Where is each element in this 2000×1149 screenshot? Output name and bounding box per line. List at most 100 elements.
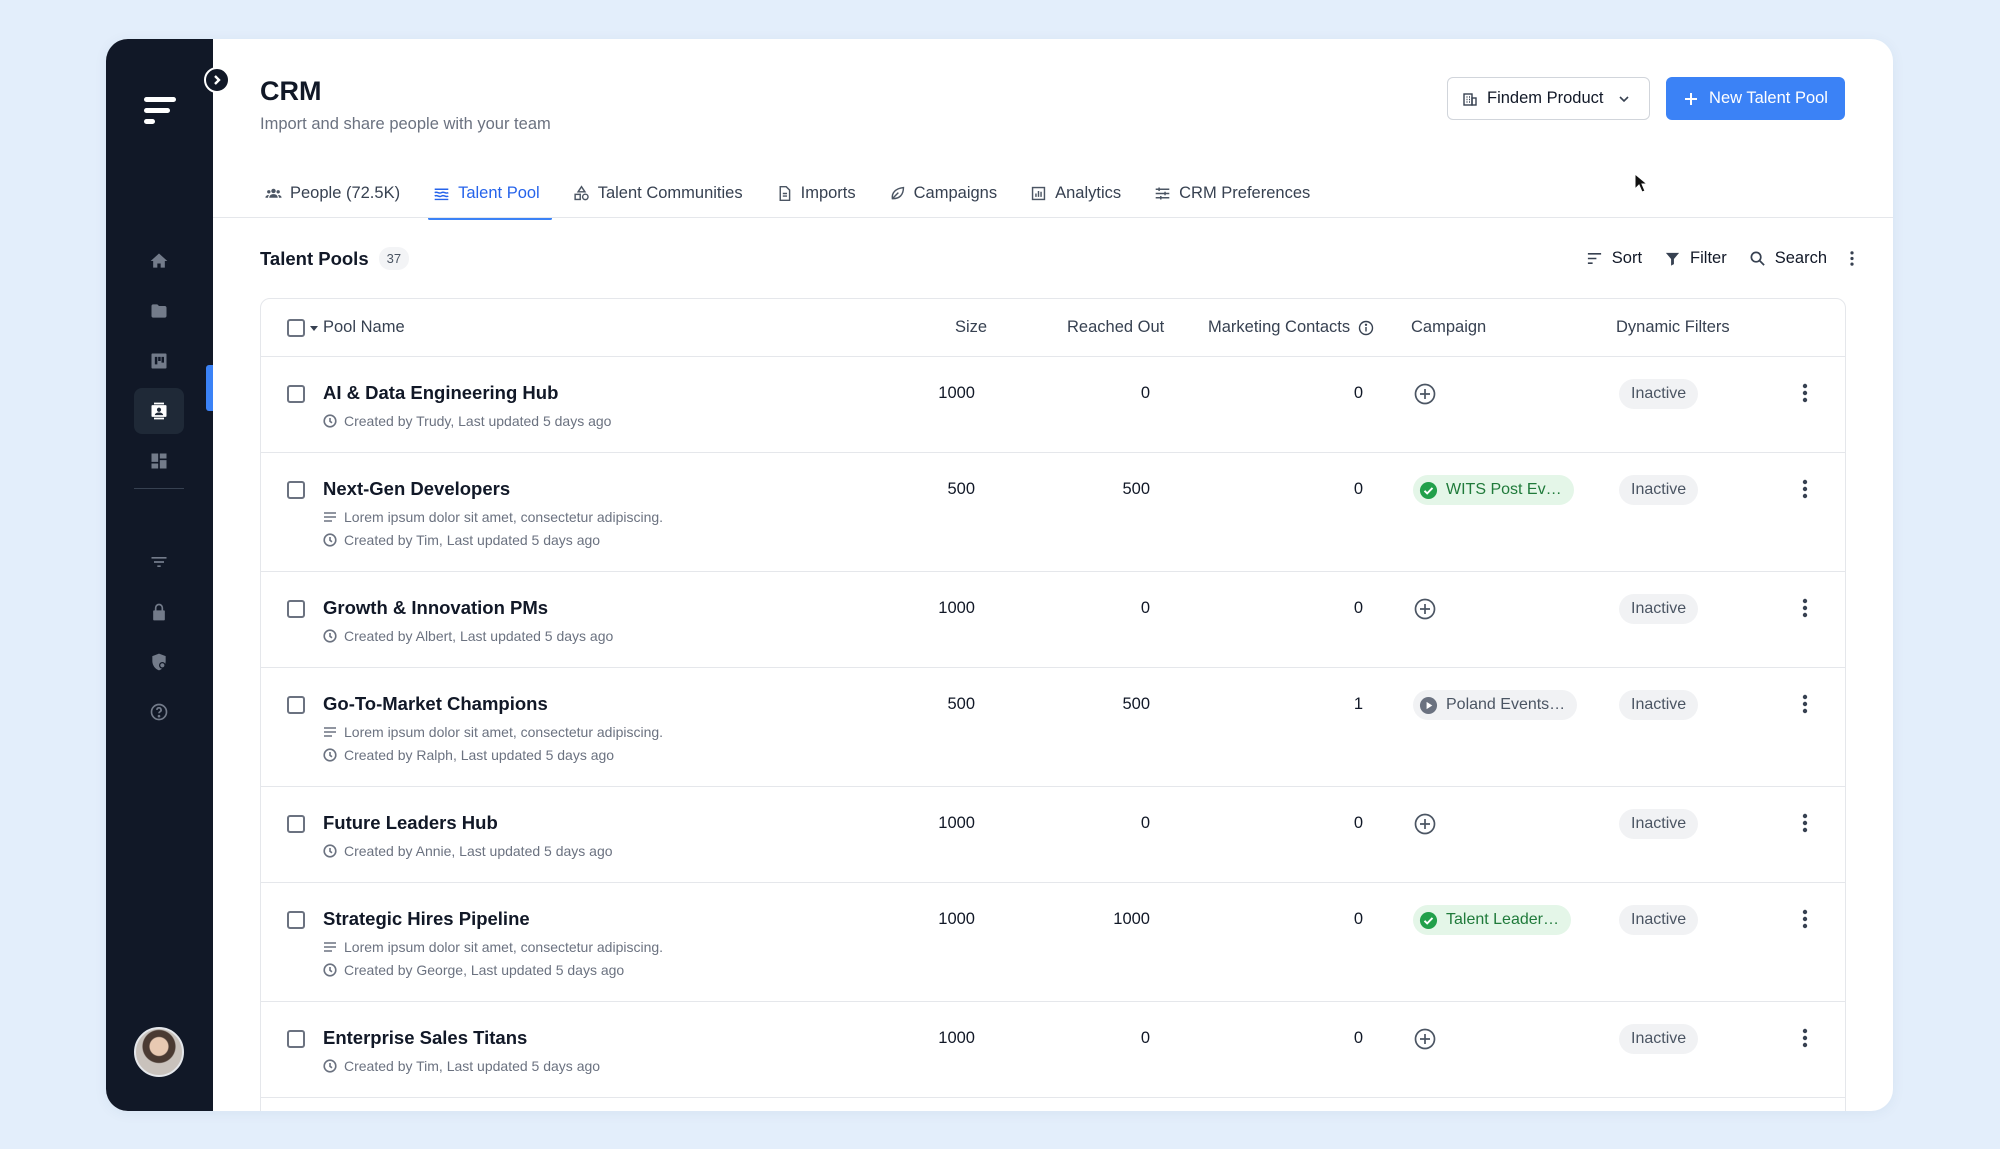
table-row[interactable]: Enterprise Sales Titans Created by Tim, L…	[261, 1002, 1845, 1098]
more-options-button[interactable]	[1849, 250, 1855, 267]
row-more-vertical-icon[interactable]	[1801, 1027, 1809, 1049]
col-dynamic-filters[interactable]: Dynamic Filters	[1616, 318, 1730, 336]
pool-created-text: Created by Albert, Last updated 5 days a…	[344, 628, 614, 644]
add-campaign-icon[interactable]	[1414, 1028, 1436, 1050]
row-more-vertical-icon[interactable]	[1801, 382, 1809, 404]
folder-icon[interactable]	[134, 288, 184, 334]
org-selector[interactable]: Findem Product	[1447, 77, 1650, 120]
status-badge: Inactive	[1619, 594, 1699, 624]
campaign-chip[interactable]: Poland Events…	[1413, 690, 1578, 720]
tab-imports[interactable]: Imports	[771, 169, 868, 218]
campaign-chip-label: WITS Post Ev…	[1446, 481, 1562, 498]
tab-analytics-label: Analytics	[1055, 184, 1122, 202]
filter-button[interactable]: Filter	[1664, 249, 1727, 268]
tab-talent-communities[interactable]: Talent Communities	[568, 169, 755, 218]
pool-name[interactable]: Enterprise Sales Titans	[323, 1027, 528, 1048]
col-pool-name[interactable]: Pool Name	[323, 318, 405, 336]
col-reached-out[interactable]: Reached Out	[1067, 318, 1165, 336]
sort-button[interactable]: Sort	[1586, 249, 1642, 268]
table-row[interactable]: Growth & Innovation PMs Created by Albert…	[261, 572, 1845, 668]
table-row[interactable]: Go-To-Market Champions Lorem ipsum dolor …	[261, 668, 1845, 787]
tab-bar: People (72.5K) Talent Pool Talent Commun…	[260, 169, 1338, 220]
contacts-icon[interactable]	[134, 388, 184, 434]
shield-icon[interactable]	[134, 639, 184, 685]
active-indicator	[206, 365, 213, 411]
pool-description-text: Lorem ipsum dolor sit amet, consectetur …	[344, 939, 664, 955]
table-row[interactable]: Strategic Hires Pipeline Lorem ipsum dolo…	[261, 883, 1845, 1002]
pool-description: Lorem ipsum dolor sit amet, consectetur …	[323, 724, 663, 740]
pool-name[interactable]: Go-To-Market Champions	[323, 693, 548, 714]
table-row[interactable]: Future Leaders Hub Created by Annie, Last…	[261, 787, 1845, 883]
row-more-vertical-icon[interactable]	[1801, 597, 1809, 619]
dashboard-icon[interactable]	[134, 438, 184, 484]
add-campaign-icon[interactable]	[1414, 598, 1436, 620]
tab-campaigns[interactable]: Campaigns	[884, 169, 1009, 218]
row-more-vertical-icon[interactable]	[1801, 693, 1809, 715]
tab-crm-preferences[interactable]: CRM Preferences	[1149, 169, 1322, 218]
page-title: CRM	[260, 76, 322, 106]
campaign-chip-label: Poland Events…	[1446, 696, 1566, 713]
tab-talent-communities-label: Talent Communities	[597, 184, 743, 202]
row-checkbox[interactable]	[287, 385, 305, 403]
row-checkbox[interactable]	[287, 696, 305, 714]
app-window: CRM Import and share people with your te…	[106, 39, 1893, 1111]
select-all-checkbox[interactable]	[287, 319, 305, 337]
row-more-vertical-icon[interactable]	[1801, 908, 1809, 930]
sidebar-collapse-button[interactable]	[204, 67, 230, 93]
row-checkbox[interactable]	[287, 1030, 305, 1048]
section-title: Talent Pools 37	[260, 247, 410, 270]
new-talent-pool-button[interactable]: New Talent Pool	[1666, 77, 1845, 120]
pool-name[interactable]: AI & Data Engineering Hub	[323, 382, 559, 403]
status-badge: Inactive	[1619, 475, 1699, 505]
pool-created-info: Created by Tim, Last updated 5 days ago	[323, 532, 600, 548]
pool-created-info: Created by Tim, Last updated 5 days ago	[323, 1058, 600, 1074]
add-campaign-icon[interactable]	[1414, 813, 1436, 835]
home-icon[interactable]	[134, 238, 184, 284]
caret-down-icon[interactable]	[310, 326, 318, 332]
row-checkbox[interactable]	[287, 600, 305, 618]
board-icon[interactable]	[134, 338, 184, 384]
lock-icon[interactable]	[134, 589, 184, 635]
col-campaign[interactable]: Campaign	[1411, 318, 1487, 336]
pool-created-info: Created by Trudy, Last updated 5 days ag…	[323, 413, 611, 429]
row-more-vertical-icon[interactable]	[1801, 478, 1809, 500]
sliders-icon	[1155, 187, 1170, 200]
pool-reached-out: 0	[1140, 384, 1150, 402]
tab-talent-pool[interactable]: Talent Pool	[428, 169, 552, 220]
page-subtitle: Import and share people with your team	[260, 115, 551, 133]
clock-icon	[323, 963, 337, 977]
filter-icon[interactable]	[134, 539, 184, 585]
pool-description-text: Lorem ipsum dolor sit amet, consectetur …	[344, 724, 664, 740]
col-marketing-contacts[interactable]: Marketing Contacts	[1208, 318, 1351, 336]
pool-name[interactable]: Strategic Hires Pipeline	[323, 908, 530, 929]
tab-imports-label: Imports	[800, 184, 856, 202]
pool-reached-out: 500	[1122, 480, 1150, 498]
row-more-vertical-icon[interactable]	[1801, 812, 1809, 834]
table-row[interactable]: AI & Data Engineering Hub Created by Trud…	[261, 357, 1845, 453]
tab-people[interactable]: People (72.5K)	[260, 169, 412, 218]
tab-crm-preferences-label: CRM Preferences	[1179, 184, 1311, 202]
tab-analytics[interactable]: Analytics	[1025, 169, 1133, 218]
findem-logo[interactable]	[144, 95, 180, 131]
shapes-icon	[574, 185, 589, 201]
row-checkbox[interactable]	[287, 815, 305, 833]
table-row[interactable]: Next-Gen Developers Lorem ipsum dolor sit…	[261, 453, 1845, 572]
row-checkbox[interactable]	[287, 911, 305, 929]
info-icon[interactable]	[1358, 320, 1374, 336]
col-size[interactable]: Size	[955, 318, 988, 336]
pool-marketing-contacts: 0	[1353, 384, 1363, 402]
table-toolbar: Sort Filter Search	[1586, 249, 1855, 268]
pool-name[interactable]: Growth & Innovation PMs	[323, 597, 549, 618]
pool-name[interactable]: Next-Gen Developers	[323, 478, 511, 499]
campaign-chip[interactable]: WITS Post Ev…	[1413, 475, 1574, 505]
pool-name[interactable]: Future Leaders Hub	[323, 812, 498, 833]
row-checkbox[interactable]	[287, 481, 305, 499]
pool-marketing-contacts: 0	[1353, 814, 1363, 832]
table-header: Pool Name Size Reached Out Marketing Con…	[261, 299, 1845, 357]
pool-description: Lorem ipsum dolor sit amet, consectetur …	[323, 509, 663, 525]
add-campaign-icon[interactable]	[1414, 383, 1436, 405]
avatar[interactable]	[134, 1027, 184, 1077]
help-icon[interactable]	[134, 689, 184, 735]
search-button[interactable]: Search	[1749, 249, 1827, 268]
campaign-chip[interactable]: Talent Leader…	[1413, 905, 1571, 935]
